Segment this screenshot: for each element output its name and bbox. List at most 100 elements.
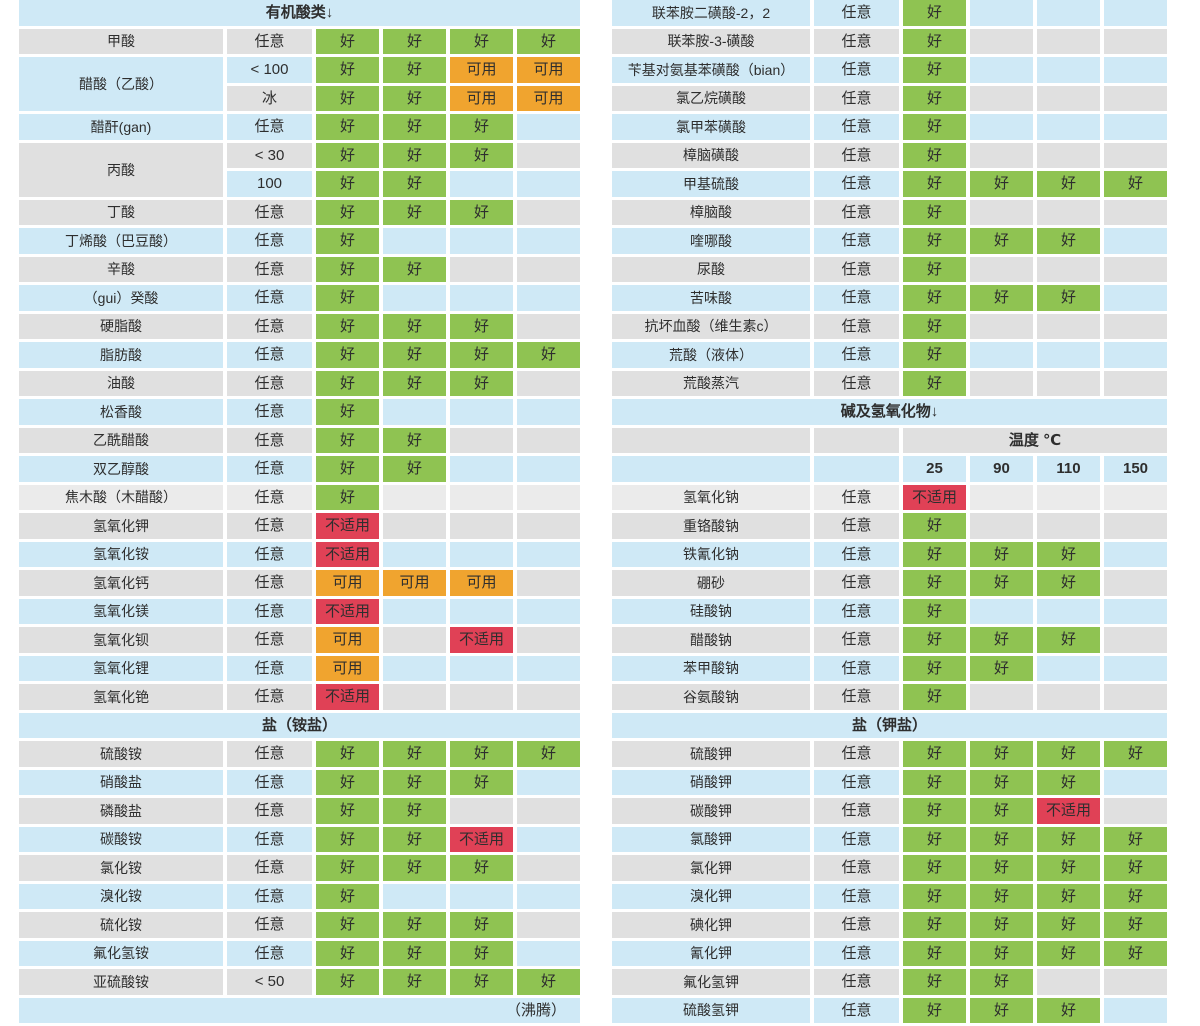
chemical-name: 脂肪酸 [19, 342, 223, 368]
rating-empty [517, 798, 580, 824]
condition-value: 任意 [227, 484, 312, 510]
condition-value: 任意 [227, 256, 312, 282]
rating-good: 好 [903, 940, 966, 966]
rating-good: 好 [970, 228, 1033, 254]
rating-good: 好 [316, 940, 379, 966]
rating-good: 好 [316, 342, 379, 368]
chemical-name: 丁酸 [19, 199, 223, 225]
rating-good: 好 [316, 484, 379, 510]
rating-empty [1037, 969, 1100, 995]
rating-usable: 可用 [450, 57, 513, 83]
rating-unsuitable: 不适用 [1037, 798, 1100, 824]
rating-usable: 可用 [450, 570, 513, 596]
rating-good: 好 [316, 826, 379, 852]
condition-value: 任意 [227, 541, 312, 567]
rating-good: 好 [903, 541, 966, 567]
rating-good: 好 [903, 342, 966, 368]
rating-good: 好 [970, 940, 1033, 966]
rating-empty [450, 171, 513, 197]
rating-empty [517, 598, 580, 624]
condition-value: 任意 [227, 826, 312, 852]
rating-good: 好 [1037, 826, 1100, 852]
rating-empty [383, 684, 446, 710]
condition-value: 任意 [814, 285, 899, 311]
rating-good: 好 [903, 798, 966, 824]
chemical-name: 辛酸 [19, 256, 223, 282]
rating-good: 好 [903, 769, 966, 795]
rating-empty [450, 427, 513, 453]
rating-good: 好 [450, 855, 513, 881]
rating-good: 好 [903, 627, 966, 653]
condition-value: 任意 [227, 855, 312, 881]
condition-value: 任意 [227, 570, 312, 596]
condition-value: 任意 [227, 199, 312, 225]
rating-empty [517, 285, 580, 311]
rating-empty [970, 256, 1033, 282]
condition-value: 任意 [227, 399, 312, 425]
rating-usable: 可用 [316, 655, 379, 681]
rating-good: 好 [316, 798, 379, 824]
chemical-name: 氢氧化铵 [19, 541, 223, 567]
rating-empty [450, 798, 513, 824]
rating-good: 好 [383, 798, 446, 824]
rating-empty [1104, 142, 1167, 168]
chemical-name: 氢氧化镁 [19, 598, 223, 624]
rating-good: 好 [1037, 541, 1100, 567]
rating-unsuitable: 不适用 [316, 541, 379, 567]
rating-good: 好 [970, 826, 1033, 852]
condition-value: 任意 [814, 85, 899, 111]
rating-empty [1104, 0, 1167, 26]
rating-good: 好 [903, 570, 966, 596]
condition-value: 任意 [814, 655, 899, 681]
rating-empty [383, 655, 446, 681]
rating-empty [450, 541, 513, 567]
rating-empty [970, 85, 1033, 111]
rating-good: 好 [903, 598, 966, 624]
chemical-name: 苄基对氨基苯磺酸（bian） [612, 57, 810, 83]
rating-empty [970, 598, 1033, 624]
condition-value: 任意 [814, 28, 899, 54]
condition-value: 任意 [814, 57, 899, 83]
rating-empty [1104, 798, 1167, 824]
section-header: 盐（钾盐） [612, 712, 1167, 738]
rating-good: 好 [517, 741, 580, 767]
chemical-name: 苦味酸 [612, 285, 810, 311]
rating-good: 好 [316, 171, 379, 197]
rating-good: 好 [1037, 228, 1100, 254]
rating-empty [1104, 370, 1167, 396]
condition-value: 100 [227, 171, 312, 197]
rating-good: 好 [383, 28, 446, 54]
chemical-name: 硫酸氢钾 [612, 997, 810, 1023]
rating-good: 好 [903, 57, 966, 83]
rating-empty [517, 541, 580, 567]
rating-good: 好 [383, 85, 446, 111]
rating-good: 好 [903, 997, 966, 1023]
rating-empty [517, 456, 580, 482]
rating-empty [1037, 370, 1100, 396]
rating-empty [1037, 85, 1100, 111]
rating-good: 好 [903, 826, 966, 852]
rating-good: 好 [970, 171, 1033, 197]
rating-empty [1104, 313, 1167, 339]
rating-empty [517, 855, 580, 881]
rating-good: 好 [316, 142, 379, 168]
rating-good: 好 [903, 883, 966, 909]
rating-good: 好 [970, 997, 1033, 1023]
chemical-name: 磷酸盐 [19, 798, 223, 824]
rating-good: 好 [383, 256, 446, 282]
rating-empty [383, 883, 446, 909]
rating-empty [1037, 114, 1100, 140]
rating-empty [383, 627, 446, 653]
rating-good: 好 [383, 456, 446, 482]
rating-empty [1104, 969, 1167, 995]
rating-good: 好 [903, 969, 966, 995]
condition-value: 任意 [227, 456, 312, 482]
rating-good: 好 [1104, 826, 1167, 852]
rating-empty [970, 199, 1033, 225]
rating-empty [517, 484, 580, 510]
rating-good: 好 [1104, 741, 1167, 767]
rating-good: 好 [316, 855, 379, 881]
rating-empty [1104, 997, 1167, 1023]
rating-good: 好 [383, 969, 446, 995]
rating-good: 好 [450, 912, 513, 938]
